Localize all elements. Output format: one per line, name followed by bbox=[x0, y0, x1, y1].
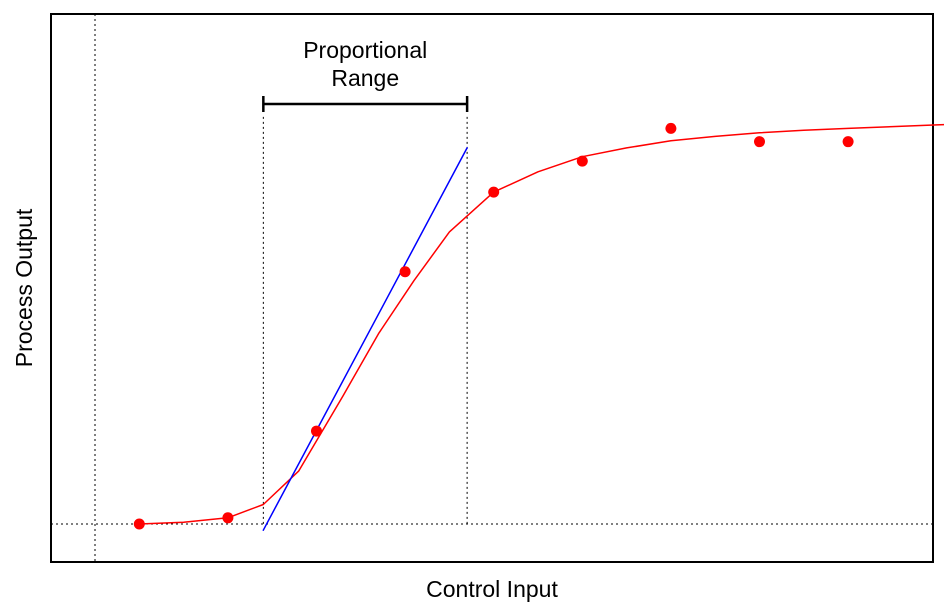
data-point bbox=[576, 155, 588, 167]
reference-lines bbox=[51, 14, 933, 562]
plot-frame bbox=[50, 13, 934, 563]
data-point bbox=[842, 136, 854, 148]
tangent-line bbox=[262, 147, 468, 531]
y-axis-label: Process Output bbox=[11, 208, 37, 367]
fitted-curve-line bbox=[138, 123, 944, 525]
x-axis-label: Control Input bbox=[426, 576, 558, 602]
annotation-label-line2: Range bbox=[331, 65, 399, 91]
data-point bbox=[133, 518, 145, 530]
data-point bbox=[665, 122, 677, 134]
data-point bbox=[311, 425, 322, 437]
proportional-range-annotation: Proportional Range bbox=[262, 37, 469, 112]
data-point bbox=[754, 136, 765, 148]
data-point bbox=[222, 512, 234, 524]
annotation-label-line1: Proportional bbox=[303, 37, 427, 63]
data-point bbox=[488, 186, 500, 198]
data-point bbox=[399, 266, 411, 278]
series-layer bbox=[133, 122, 944, 531]
